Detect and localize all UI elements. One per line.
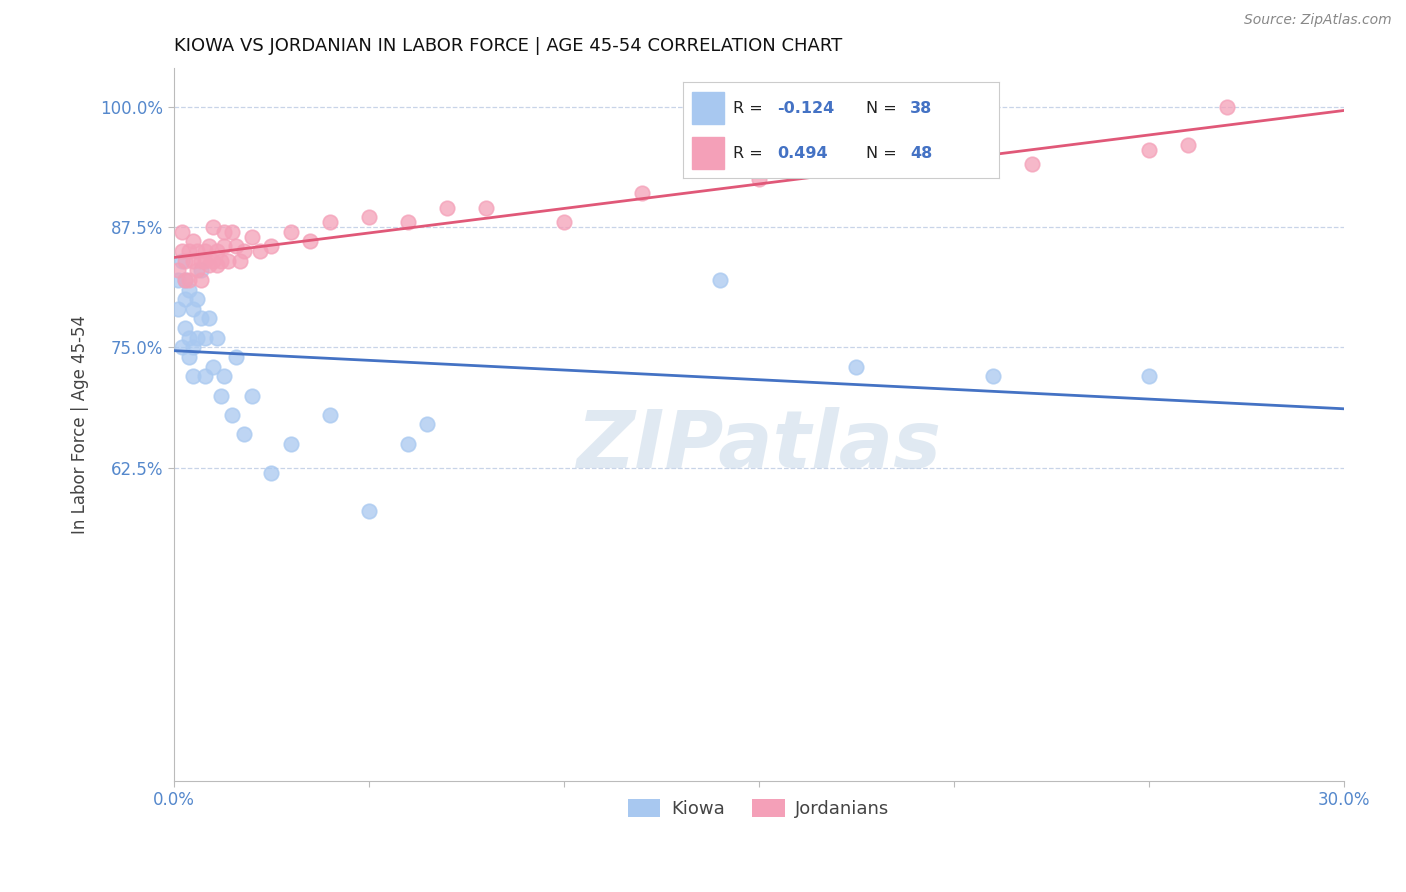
Point xyxy=(240,388,263,402)
Point xyxy=(179,350,201,364)
Point xyxy=(201,359,224,374)
Text: KIOWA VS JORDANIAN IN LABOR FORCE | AGE 45-54 CORRELATION CHART: KIOWA VS JORDANIAN IN LABOR FORCE | AGE … xyxy=(174,37,842,55)
Point xyxy=(201,253,224,268)
Point xyxy=(233,244,256,258)
Point xyxy=(205,259,228,273)
Point xyxy=(1137,369,1160,384)
Point xyxy=(186,331,208,345)
Point xyxy=(748,171,770,186)
Point xyxy=(194,244,217,258)
Point xyxy=(357,504,380,518)
Point xyxy=(181,235,204,249)
Point xyxy=(214,369,236,384)
Point xyxy=(166,301,188,316)
Point xyxy=(174,273,197,287)
Legend: Kiowa, Jordanians: Kiowa, Jordanians xyxy=(620,792,897,825)
Point xyxy=(174,292,197,306)
Point xyxy=(166,263,188,277)
Point xyxy=(214,239,236,253)
Point xyxy=(179,331,201,345)
Point xyxy=(198,239,221,253)
Point xyxy=(194,369,217,384)
Y-axis label: In Labor Force | Age 45-54: In Labor Force | Age 45-54 xyxy=(72,315,89,534)
Point xyxy=(205,244,228,258)
Point xyxy=(201,219,224,234)
Point xyxy=(249,244,271,258)
Point xyxy=(229,253,252,268)
Point xyxy=(190,263,212,277)
Point xyxy=(198,259,221,273)
Point xyxy=(174,321,197,335)
Point xyxy=(260,466,283,480)
Point xyxy=(186,244,208,258)
Point xyxy=(181,301,204,316)
Point xyxy=(240,229,263,244)
Point xyxy=(174,253,197,268)
Point xyxy=(299,235,322,249)
Point xyxy=(190,311,212,326)
Point xyxy=(396,436,419,450)
Point xyxy=(179,283,201,297)
Point xyxy=(319,408,342,422)
Point xyxy=(170,244,193,258)
Point xyxy=(233,427,256,442)
Point xyxy=(194,331,217,345)
Point xyxy=(181,369,204,384)
Point xyxy=(170,253,193,268)
Point xyxy=(474,201,496,215)
Point xyxy=(170,340,193,354)
Point xyxy=(981,369,1004,384)
Point xyxy=(186,292,208,306)
Point xyxy=(174,273,197,287)
Point xyxy=(181,253,204,268)
Point xyxy=(553,215,575,229)
Point xyxy=(1137,143,1160,157)
Point xyxy=(630,186,652,201)
Point xyxy=(709,273,731,287)
Point xyxy=(845,359,868,374)
Point xyxy=(357,211,380,225)
Point xyxy=(1215,99,1237,113)
Point xyxy=(217,253,239,268)
Point xyxy=(1177,138,1199,153)
Point xyxy=(209,253,232,268)
Point xyxy=(225,350,247,364)
Point xyxy=(179,273,201,287)
Point xyxy=(179,244,201,258)
Point xyxy=(186,263,208,277)
Point xyxy=(221,225,243,239)
Point xyxy=(209,388,232,402)
Point xyxy=(280,225,302,239)
Point xyxy=(396,215,419,229)
Point xyxy=(205,331,228,345)
Point xyxy=(416,417,439,432)
Point xyxy=(190,253,212,268)
Text: Source: ZipAtlas.com: Source: ZipAtlas.com xyxy=(1244,13,1392,28)
Point xyxy=(166,273,188,287)
Point xyxy=(260,239,283,253)
Point xyxy=(194,253,217,268)
Point xyxy=(225,239,247,253)
Point xyxy=(198,311,221,326)
Point xyxy=(319,215,342,229)
Point xyxy=(190,273,212,287)
Point xyxy=(436,201,458,215)
Point xyxy=(942,147,965,161)
Text: ZIPatlas: ZIPatlas xyxy=(576,407,941,485)
Point xyxy=(865,157,887,171)
Point xyxy=(1021,157,1043,171)
Point xyxy=(221,408,243,422)
Point xyxy=(181,340,204,354)
Point xyxy=(214,225,236,239)
Point xyxy=(280,436,302,450)
Point xyxy=(170,225,193,239)
